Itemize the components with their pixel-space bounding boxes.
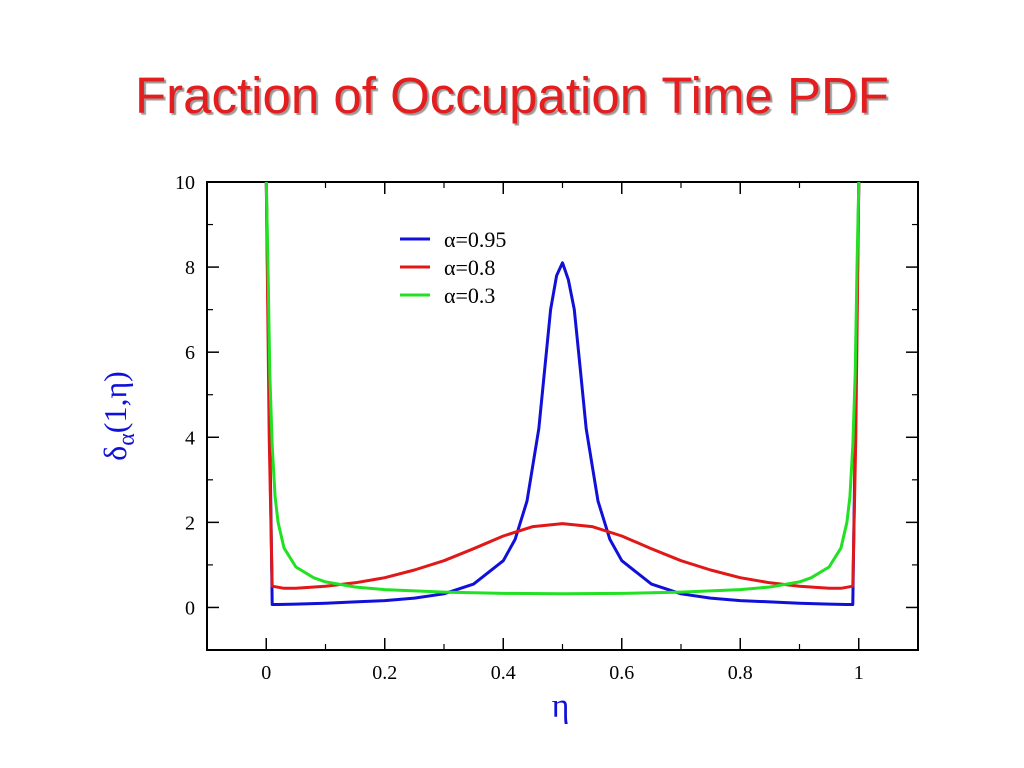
- legend-entry-label: α=0.8: [444, 255, 495, 280]
- series-line-1: [264, 181, 861, 606]
- y-tick-label: 4: [185, 427, 195, 449]
- legend-entry-label: α=0.3: [444, 283, 495, 308]
- plot-frame: [206, 181, 919, 651]
- x-tick-label: 0: [261, 662, 271, 684]
- y-tick-label: 8: [185, 257, 195, 279]
- x-tick-label: 0.6: [609, 662, 634, 684]
- series-line-2: [264, 181, 861, 590]
- y-axis-title-subscript: α: [114, 433, 140, 446]
- legend-entry-label: α=0.95: [444, 227, 506, 252]
- series-line-3: [264, 181, 861, 596]
- y-tick-label: 10: [175, 172, 195, 194]
- x-tick-label: 0.8: [728, 662, 753, 684]
- series-layer: [264, 181, 861, 606]
- x-tick-label: 0.4: [491, 662, 516, 684]
- y-tick-label: 6: [185, 342, 195, 364]
- x-tick-label: 1: [854, 662, 864, 684]
- y-axis-title-main: δ: [97, 446, 133, 461]
- x-tick-label: 0.2: [372, 662, 397, 684]
- y-axis-title: δα(1,η): [97, 371, 140, 461]
- y-axis-title-args: (1,η): [97, 371, 133, 433]
- y-tick-label: 2: [185, 512, 195, 534]
- legend: α=0.95 α=0.8 α=0.3: [400, 227, 506, 308]
- slide-title: Fraction of Occupation Time PDF: [135, 67, 889, 124]
- x-axis-title: η: [552, 688, 570, 725]
- y-tick-label: 0: [185, 597, 195, 619]
